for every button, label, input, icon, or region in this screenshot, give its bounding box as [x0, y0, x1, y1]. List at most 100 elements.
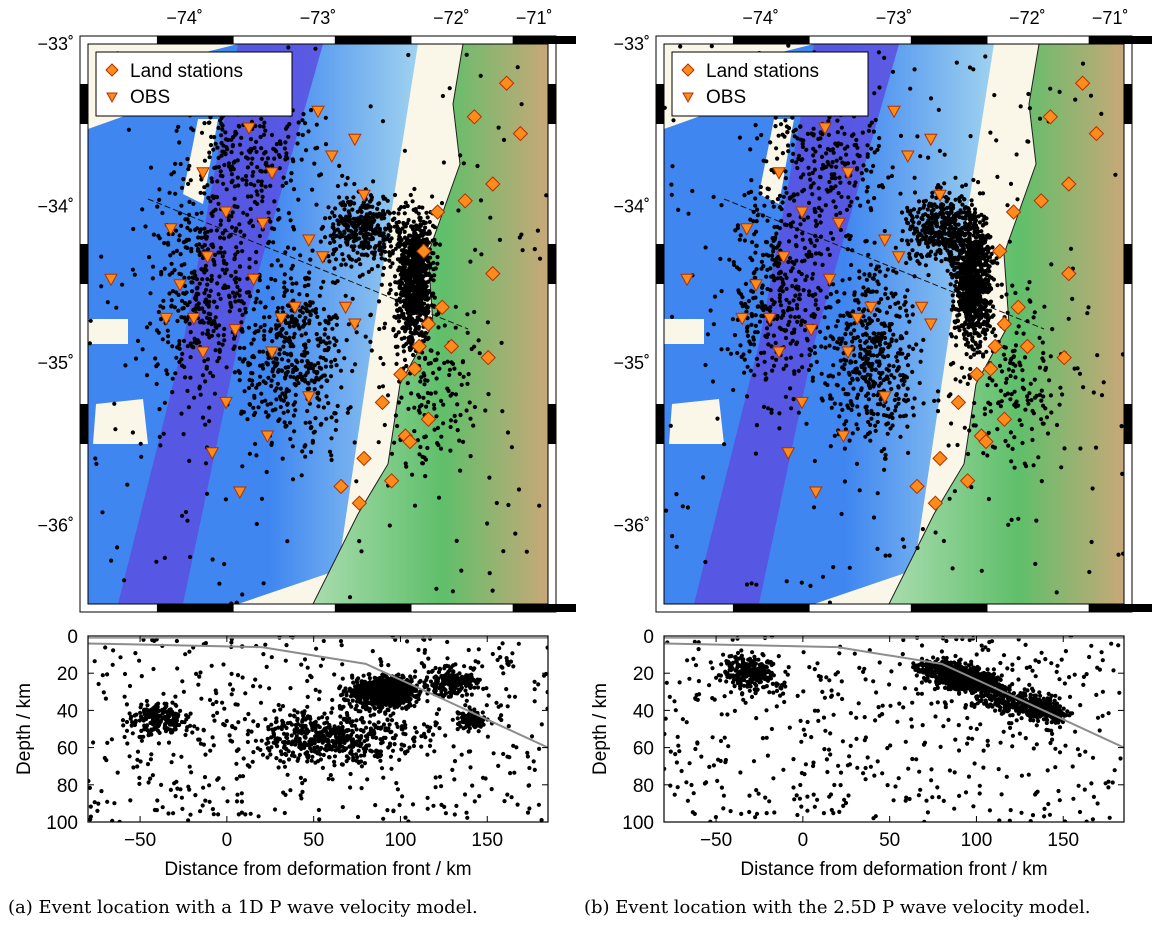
hypocenter-dot — [221, 786, 226, 791]
hypocenter-dot — [348, 694, 354, 699]
hypocenter-dot — [91, 740, 96, 745]
event-dot — [310, 248, 315, 253]
event-dot — [283, 395, 288, 400]
event-dot — [351, 195, 356, 200]
event-dot — [299, 333, 304, 338]
hypocenter-dot — [460, 675, 465, 680]
hypocenter-dot — [366, 672, 371, 677]
hypocenter-dot — [122, 694, 127, 699]
event-dot — [217, 323, 222, 328]
event-dot — [395, 423, 400, 429]
event-dot — [408, 192, 413, 198]
hypocenter-dot — [265, 736, 270, 742]
event-dot — [212, 135, 217, 140]
hypocenter-dot — [201, 742, 206, 747]
event-dot — [418, 228, 423, 233]
hypocenter-dot — [354, 680, 360, 685]
hypocenter-dot — [100, 673, 105, 678]
hypocenter-dot — [460, 693, 465, 698]
event-dot — [364, 212, 369, 217]
event-dot — [439, 201, 445, 206]
event-dot — [266, 210, 271, 215]
event-dot — [544, 193, 548, 198]
hypocenter-dot — [155, 728, 161, 733]
event-dot — [175, 345, 180, 350]
event-dot — [193, 273, 198, 278]
event-dot — [379, 252, 384, 257]
hypocenter-dot — [399, 742, 404, 747]
hypocenter-dot — [220, 700, 225, 705]
hypocenter-dot — [299, 746, 304, 752]
hypocenter-dot — [467, 726, 472, 731]
event-dot — [359, 549, 364, 554]
event-dot — [285, 409, 290, 414]
event-dot — [501, 137, 507, 142]
event-dot — [265, 402, 270, 407]
event-dot — [171, 250, 176, 255]
event-dot — [215, 179, 220, 184]
event-dot — [468, 259, 473, 264]
event-dot — [181, 338, 187, 343]
hypocenter-dot — [481, 686, 486, 692]
event-dot — [278, 404, 283, 410]
event-dot — [368, 193, 373, 198]
land-station-marker — [402, 433, 418, 450]
event-dot — [159, 269, 164, 275]
hypocenter-dot — [392, 682, 397, 688]
event-dot — [209, 176, 214, 181]
hypocenter-dot — [426, 687, 431, 692]
hypocenter-dot — [95, 808, 100, 814]
event-dot — [313, 46, 318, 51]
event-dot — [259, 391, 264, 396]
hypocenter-dot — [391, 678, 396, 683]
hypocenter-dot — [514, 745, 519, 750]
hypocenter-dot — [211, 743, 216, 748]
event-dot — [245, 165, 250, 170]
event-dot — [335, 403, 340, 409]
event-dot — [329, 415, 334, 420]
event-dot — [332, 266, 337, 271]
hypocenter-dot — [249, 729, 254, 734]
hypocenter-dot — [203, 798, 208, 803]
event-dot — [270, 296, 275, 301]
event-dot — [249, 370, 254, 376]
hypocenter-dot — [289, 753, 295, 758]
hypocenter-dot — [458, 682, 463, 688]
event-dot — [243, 306, 248, 311]
event-dot — [123, 363, 128, 368]
hypocenter-dot — [213, 688, 218, 693]
event-dot — [465, 381, 470, 386]
event-dot — [423, 330, 428, 335]
event-dot — [344, 338, 349, 343]
event-dot — [472, 404, 477, 410]
hypocenter-dot — [465, 815, 470, 820]
hypocenter-dot — [379, 701, 384, 706]
event-dot — [173, 161, 178, 166]
hypocenter-dot — [351, 755, 356, 760]
hypocenter-dot — [412, 735, 417, 740]
event-dot — [266, 355, 271, 361]
event-dot — [283, 140, 288, 145]
hypocenter-dot — [137, 775, 142, 781]
hypocenter-dot — [242, 717, 247, 722]
hypocenter-dot — [282, 764, 288, 769]
hypocenter-dot — [142, 712, 147, 717]
hypocenter-dot — [370, 682, 375, 687]
event-dot — [331, 315, 336, 320]
event-dot — [310, 187, 315, 192]
event-dot — [281, 175, 286, 180]
event-dot — [205, 277, 210, 282]
event-dot — [254, 521, 259, 527]
hypocenter-dot — [395, 787, 400, 792]
hypocenter-dot — [144, 698, 149, 704]
event-dot — [380, 384, 386, 389]
event-dot — [409, 253, 414, 258]
hypocenter-dot — [222, 706, 227, 711]
event-dot — [432, 242, 437, 247]
event-dot — [411, 288, 416, 293]
event-dot — [259, 188, 264, 193]
event-dot — [465, 330, 470, 335]
hypocenter-dot — [152, 725, 157, 730]
event-dot — [362, 232, 367, 237]
event-dot — [430, 194, 435, 199]
